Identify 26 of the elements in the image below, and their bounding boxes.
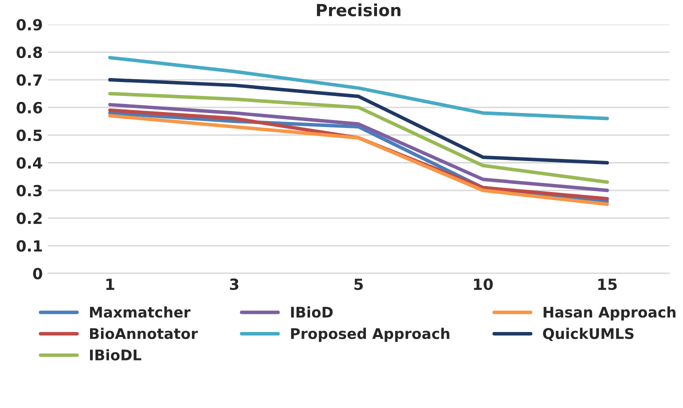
y-tick-label: 0.2 [16, 212, 42, 224]
y-tick-label: 0.3 [16, 184, 42, 196]
legend-label: Hasan Approach [544, 306, 676, 321]
line-series [108, 92, 609, 184]
line-series [108, 56, 609, 120]
y-tick-label: 0.6 [16, 102, 42, 114]
y-tick-label: 0.5 [16, 130, 42, 142]
y-tick-label: 0 [33, 268, 42, 280]
x-tick-label: 15 [598, 278, 617, 290]
line-series [108, 78, 609, 164]
legend-label: BioAnnotator [90, 328, 198, 340]
legend-label: IBioDL [90, 349, 142, 360]
y-tick-label: 0.7 [16, 74, 42, 86]
legend-label: QuickUMLS [543, 328, 634, 342]
y-tick-label: 0.4 [16, 157, 42, 169]
legend-label: Proposed Approach [291, 328, 450, 342]
y-tick-label: 0.8 [16, 46, 42, 58]
x-tick-label: 3 [230, 278, 238, 290]
x-tick-label: 1 [106, 278, 114, 290]
x-tick-label: 10 [474, 278, 493, 290]
y-tick-label: 0.1 [16, 240, 42, 252]
chart-title: Precision [316, 3, 400, 16]
legend-label: IBioD [291, 306, 333, 318]
legend-label: Maxmatcher [90, 306, 191, 318]
x-tick-label: 5 [354, 278, 363, 290]
y-tick-label: 0.9 [16, 18, 42, 30]
